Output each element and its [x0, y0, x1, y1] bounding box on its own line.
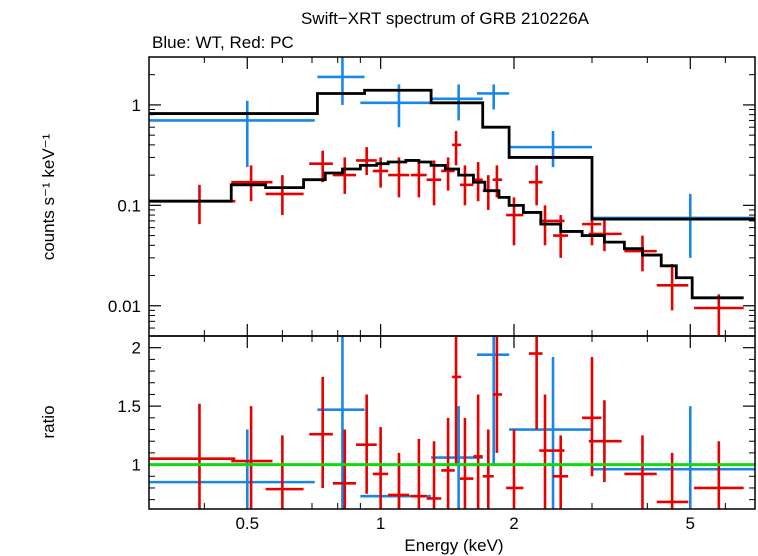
x-axis-label: Energy (keV) [404, 536, 503, 555]
ratio-y-axis-label: ratio [39, 405, 58, 438]
x-tick-label: 5 [686, 514, 695, 533]
spectrum-model-step [149, 159, 744, 300]
ratio-y-tick-label: 1 [132, 456, 141, 475]
ratio-panel-frame [148, 335, 756, 510]
spectrum-y-tick-label: 0.01 [108, 297, 141, 316]
x-tick-label: 1 [376, 514, 385, 533]
chart-title: Swift−XRT spectrum of GRB 210226A [301, 9, 590, 28]
x-tick-label: 0.5 [235, 514, 259, 533]
ratio-y-tick-label: 2 [132, 339, 141, 358]
spectrum-model-step [149, 88, 755, 221]
spectrum-y-axis-label: counts s⁻¹ keV⁻¹ [39, 133, 58, 260]
ratio-y-tick-label: 1.5 [117, 397, 141, 416]
spectrum-y-tick-label: 0.1 [117, 196, 141, 215]
plot-layer: 0.01 0.1 1 1 1.5 2 0.5 1 2 5 [108, 57, 755, 533]
spectrum-y-tick-label: 1 [132, 96, 141, 115]
chart-subtitle: Blue: WT, Red: PC [152, 33, 294, 52]
x-tick-label: 2 [509, 514, 518, 533]
